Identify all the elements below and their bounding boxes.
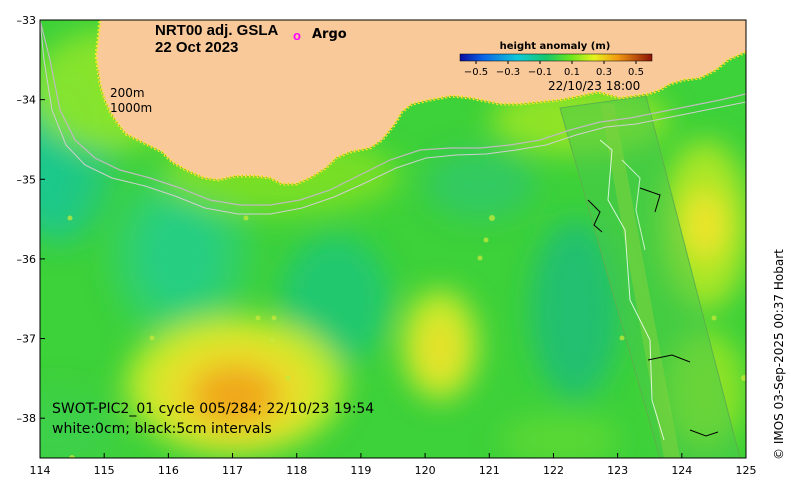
colorbar: height anomaly (m) −0.5 −0.3 −0.1 0.1 0.3 0.5… <box>459 41 653 93</box>
colorbar-tick-label: 0.5 <box>628 67 644 78</box>
colorbar-tick-label: −0.1 <box>528 67 552 78</box>
x-tick-label: 121 <box>479 464 500 477</box>
contour-legend-label: white:0cm; black:5cm intervals <box>52 421 272 437</box>
y-tick-label: –36 <box>17 253 37 266</box>
colorbar-tick-label: 0.1 <box>564 67 580 78</box>
x-axis: 114 115 116 117 118 119 120 121 122 123 124 125 <box>30 453 757 477</box>
colorbar-tick-label: 0.3 <box>596 67 612 78</box>
x-tick-label: 120 <box>415 464 436 477</box>
map-date: 22 Oct 2023 <box>155 39 238 56</box>
y-tick-label: –33 <box>17 14 37 27</box>
x-tick-label: 116 <box>158 464 179 477</box>
swot-swath <box>559 95 741 458</box>
plot-frame <box>39 19 747 459</box>
isobath-1000m <box>40 20 746 215</box>
x-tick-label: 114 <box>30 464 51 477</box>
imos-credit: © IMOS 03-Sep-2025 00:37 Hobart <box>772 249 786 460</box>
map-title: NRT00 adj. GSLA <box>155 22 279 39</box>
isobath-label-1000m: 1000m <box>110 101 152 115</box>
x-tick-label: 115 <box>94 464 115 477</box>
x-tick-label: 122 <box>543 464 564 477</box>
y-axis: –33 –34 –35 –36 –37 –38 <box>17 14 45 425</box>
argo-legend-label: Argo <box>312 27 347 42</box>
colorbar-timestamp: 22/10/23 18:00 <box>548 79 640 93</box>
isobath-label-200m: 200m <box>110 86 145 100</box>
colorbar-scale <box>459 53 653 62</box>
y-tick-label: –34 <box>17 94 37 107</box>
y-tick-label: –38 <box>17 412 37 425</box>
y-tick-label: –35 <box>17 173 37 186</box>
colorbar-tick-label: −0.3 <box>496 67 520 78</box>
colorbar-tick-label: −0.5 <box>464 67 488 78</box>
x-tick-label: 117 <box>222 464 243 477</box>
swot-pass-label: SWOT-PIC2_01 cycle 005/284; 22/10/23 19:… <box>52 401 374 417</box>
eddy-low-123 <box>530 220 620 400</box>
x-tick-label: 119 <box>350 464 371 477</box>
x-tick-label: 123 <box>607 464 628 477</box>
argo-marker-icon: o <box>293 28 301 43</box>
coast-outline <box>94 20 746 186</box>
isobath-200m <box>40 20 746 206</box>
x-tick-label: 118 <box>286 464 307 477</box>
x-tick-label: 125 <box>736 464 757 477</box>
x-tick-label: 124 <box>671 464 692 477</box>
colorbar-title: height anomaly (m) <box>500 41 611 52</box>
observation-points <box>67 215 746 458</box>
y-tick-label: –37 <box>17 333 37 346</box>
